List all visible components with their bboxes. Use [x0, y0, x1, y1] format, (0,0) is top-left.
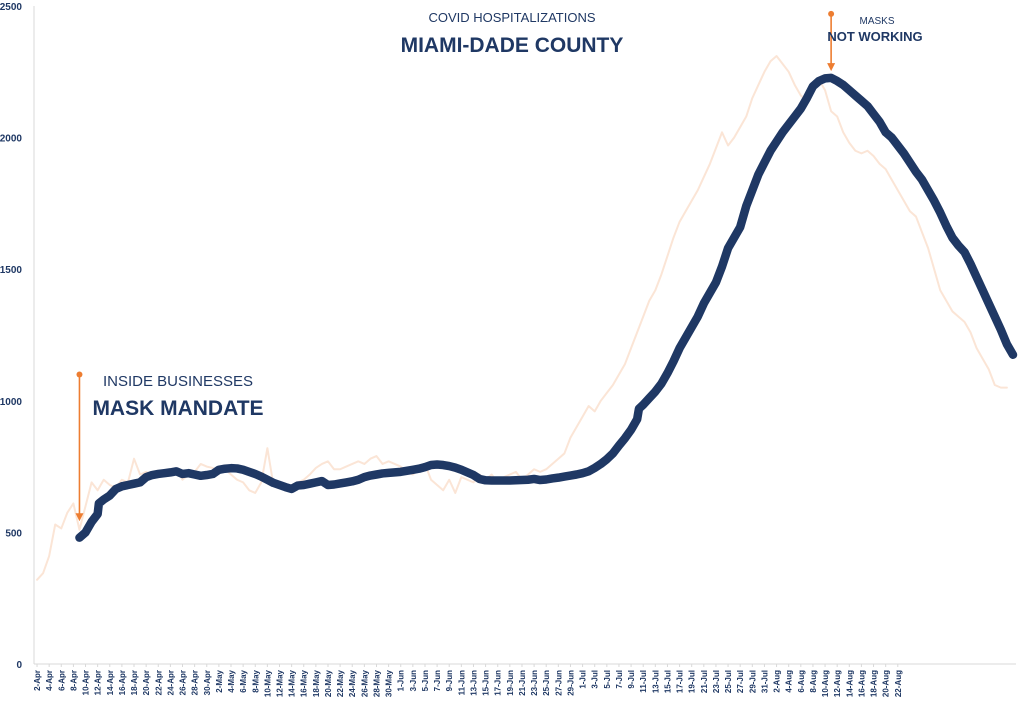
x-tick-label: 12-Apr: [94, 670, 103, 695]
x-tick-label: 25-Jul: [724, 670, 733, 693]
x-tick-label: 4-Apr: [45, 670, 54, 691]
series: [36, 55, 1018, 581]
y-axis-ticks: 0 500 1000 1500 2000 2500: [0, 2, 22, 671]
x-tick-label: 2-Aug: [773, 670, 782, 693]
x-tick-label: 23-Jul: [712, 670, 721, 693]
x-tick-label: 13-Jul: [651, 670, 660, 693]
x-tick-label: 17-Jul: [676, 670, 685, 693]
annotations: INSIDE BUSINESSES MASK MANDATE MASKS NOT WO…: [75, 10, 923, 522]
x-tick-label: 29-Jul: [748, 670, 757, 693]
y-tick-label: 2500: [0, 2, 22, 13]
x-tick-label: 8-Aug: [809, 670, 818, 693]
x-tick-label: 22-May: [336, 669, 345, 697]
y-tick-label: 2000: [0, 134, 22, 145]
x-tick-label: 16-Apr: [118, 670, 127, 695]
x-tick-label: 30-Apr: [203, 670, 212, 695]
x-tick-label: 24-May: [348, 669, 357, 697]
x-tick-label: 16-Aug: [857, 670, 866, 697]
x-tick-label: 21-Jun: [518, 670, 527, 696]
x-tick-label: 19-Jun: [506, 670, 515, 696]
x-tick-label: 30-May: [385, 669, 394, 697]
x-tick-label: 31-Jul: [760, 670, 769, 693]
x-tick-label: 26-Apr: [179, 670, 188, 695]
x-tick-label: 3-Jun: [409, 670, 418, 691]
chart-subtitle: MIAMI-DADE COUNTY: [401, 34, 624, 57]
x-tick-label: 10-May: [263, 669, 272, 697]
x-tick-label: 11-Jun: [457, 670, 466, 695]
x-tick-label: 25-Jun: [542, 670, 551, 696]
x-tick-label: 22-Aug: [894, 670, 903, 697]
x-tick-label: 27-Jul: [736, 670, 745, 693]
x-tick-label: 22-Apr: [154, 670, 163, 695]
annotation-small-label: INSIDE BUSINESSES: [103, 373, 253, 390]
x-tick-label: 10-Apr: [82, 670, 91, 695]
x-tick-label: 5-Jun: [421, 670, 430, 691]
x-tick-label: 2-Apr: [33, 670, 42, 691]
x-tick-label: 24-Apr: [166, 670, 175, 695]
x-tick-label: 19-Jul: [688, 670, 697, 693]
daily-hospitalizations-line: [36, 55, 1008, 581]
y-tick-label: 1000: [0, 397, 22, 408]
x-axis-ticks: 2-Apr 4-Apr 6-Apr 8-Apr 10-Apr 12-Apr 14-Apr 16…: [33, 664, 903, 697]
x-tick-label: 13-Jun: [469, 670, 478, 696]
x-tick-label: 10-Aug: [821, 670, 830, 697]
chart-title: COVID HOSPITALIZATIONS: [428, 10, 595, 25]
x-tick-label: 6-Aug: [797, 670, 806, 693]
x-tick-label: 9-Jun: [445, 670, 454, 691]
x-tick-label: 8-May: [251, 669, 260, 692]
x-tick-label: 21-Jul: [700, 670, 709, 693]
axes: [33, 6, 1016, 665]
annotation-small-label: MASKS: [859, 16, 894, 27]
x-tick-label: 3-Jul: [591, 670, 600, 689]
x-tick-label: 28-May: [372, 669, 381, 697]
y-tick-label: 500: [5, 528, 22, 539]
x-tick-label: 27-Jun: [554, 670, 563, 696]
x-tick-label: 7-Jun: [433, 670, 442, 691]
x-tick-label: 14-Aug: [845, 670, 854, 697]
x-tick-label: 1-Jul: [579, 670, 588, 689]
x-tick-label: 12-Aug: [833, 670, 842, 697]
x-tick-label: 4-Aug: [785, 670, 794, 693]
x-tick-label: 17-Jun: [494, 670, 503, 696]
x-tick-label: 20-Apr: [142, 670, 151, 695]
x-tick-label: 4-May: [227, 669, 236, 692]
x-tick-label: 29-Jun: [566, 670, 575, 696]
x-tick-label: 7-Jul: [615, 670, 624, 689]
x-tick-label: 18-May: [312, 669, 321, 697]
x-tick-label: 15-Jul: [663, 670, 672, 693]
x-tick-label: 8-Apr: [69, 670, 78, 691]
x-tick-label: 5-Jul: [603, 670, 612, 689]
x-tick-label: 14-Apr: [106, 670, 115, 695]
x-tick-label: 6-May: [239, 669, 248, 692]
x-tick-label: 11-Jul: [639, 670, 648, 693]
x-tick-label: 9-Jul: [627, 670, 636, 689]
x-tick-label: 1-Jun: [397, 670, 406, 691]
x-tick-label: 26-May: [360, 669, 369, 697]
x-tick-label: 23-Jun: [530, 670, 539, 696]
chart-titles: COVID HOSPITALIZATIONS MIAMI-DADE COUNTY: [401, 10, 624, 57]
x-tick-label: 2-May: [215, 669, 224, 692]
x-tick-label: 14-May: [288, 669, 297, 697]
x-tick-label: 28-Apr: [191, 670, 200, 695]
x-tick-label: 6-Apr: [57, 670, 66, 691]
x-tick-label: 20-May: [324, 669, 333, 697]
x-tick-label: 18-Aug: [870, 670, 879, 697]
y-tick-label: 1500: [0, 265, 22, 276]
y-tick-label: 0: [16, 660, 22, 671]
x-tick-label: 20-Aug: [882, 670, 891, 697]
annotation-big-label: NOT WORKING: [827, 29, 922, 44]
x-tick-label: 15-Jun: [482, 670, 491, 696]
x-tick-label: 16-May: [300, 669, 309, 697]
x-tick-label: 18-Apr: [130, 670, 139, 695]
rolling-average-line: [75, 73, 1018, 542]
annotation-big-label: MASK MANDATE: [92, 397, 263, 420]
x-tick-label: 12-May: [276, 669, 285, 697]
